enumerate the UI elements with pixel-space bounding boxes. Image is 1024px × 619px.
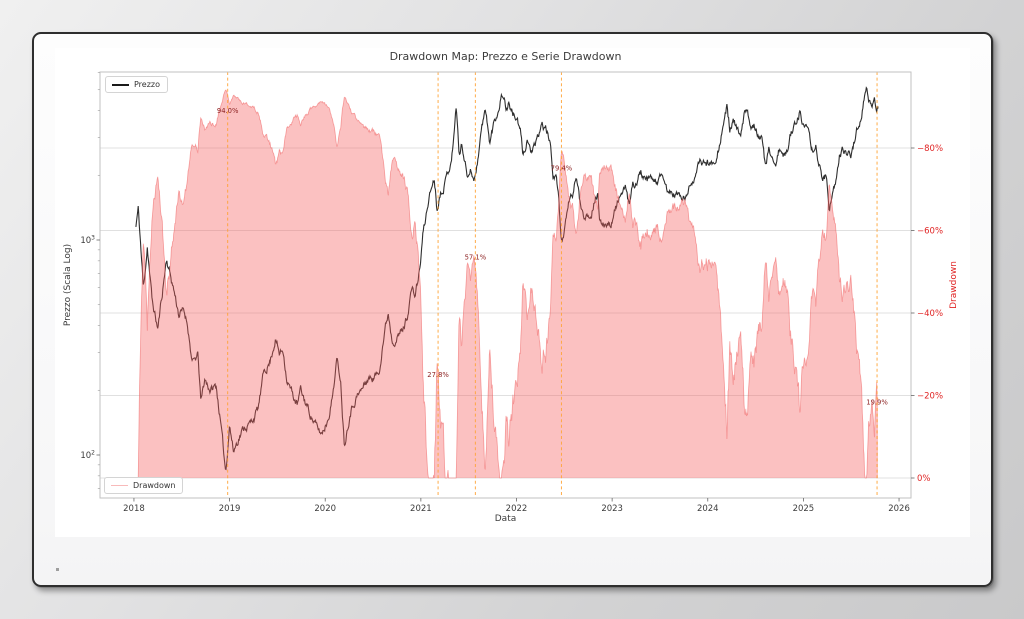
plot-canvas: 94.0% 27.8% 57.1% 79.4% 19.9% 2018 2019 2020 202… [80,71,943,514]
svg-text:2026: 2026 [888,504,910,514]
legend-drawdown-label: Drawdown [133,481,176,490]
svg-text:2024: 2024 [697,504,719,514]
svg-text:2019: 2019 [219,504,241,514]
svg-text:0%: 0% [917,474,931,484]
svg-text:103: 103 [80,235,95,247]
prezzo-line-swatch [112,83,129,86]
svg-text:2023: 2023 [601,504,623,514]
chart-figure: Drawdown Map: Prezzo e Serie Drawdown 94… [55,48,970,537]
svg-text:102: 102 [80,450,95,462]
svg-text:94.0%: 94.0% [217,107,239,115]
svg-text:57.1%: 57.1% [465,253,487,261]
legend-prezzo: Prezzo [105,76,169,93]
svg-text:27.8%: 27.8% [427,371,449,379]
svg-text:2020: 2020 [314,504,336,514]
legend-prezzo-label: Prezzo [134,80,161,89]
svg-text:79.4%: 79.4% [551,165,573,173]
svg-text:2022: 2022 [506,504,528,514]
svg-text:2021: 2021 [410,504,432,514]
legend-drawdown: Drawdown [104,477,184,494]
x-axis-label: Data [494,514,517,524]
svg-text:−20%: −20% [917,392,943,402]
svg-text:19.9%: 19.9% [866,399,888,407]
drawdown-line-swatch [111,485,128,486]
chart-title: Drawdown Map: Prezzo e Serie Drawdown [389,50,622,63]
text-cursor-artifact [56,568,59,571]
svg-text:−60%: −60% [917,227,943,237]
svg-text:2025: 2025 [793,504,815,514]
svg-text:−40%: −40% [917,309,943,319]
app-window: Drawdown Map: Prezzo e Serie Drawdown 94… [32,32,993,587]
svg-text:−80%: −80% [917,144,943,154]
svg-text:2018: 2018 [123,504,145,514]
